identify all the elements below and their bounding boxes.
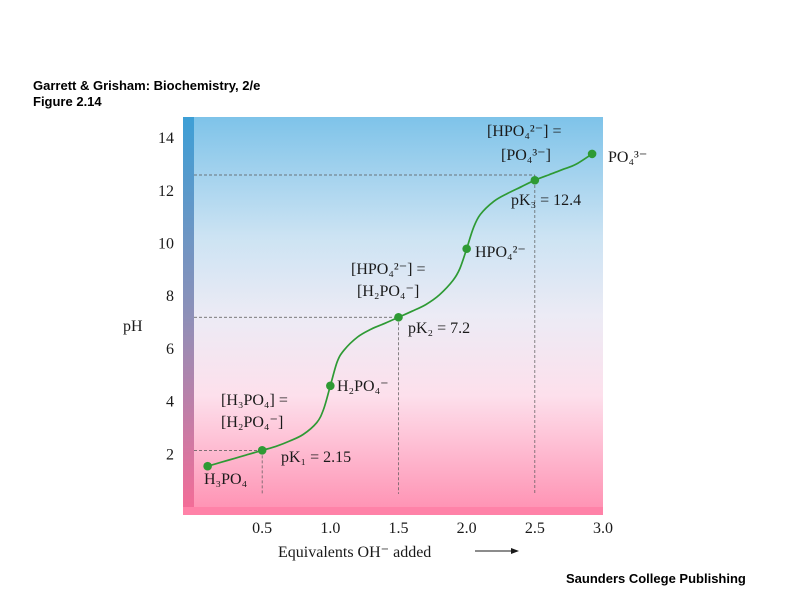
x-tick-label: 1.5 (389, 520, 409, 537)
data-point (394, 312, 403, 322)
label-eq2-line2: [H₂PO₄⁻] (357, 283, 419, 300)
guide-lines (194, 174, 536, 494)
credit-line-1: Garrett & Grisham: Biochemistry, 2/e (33, 78, 261, 93)
label-h3po4: H₃PO₄ (204, 471, 248, 488)
label-eq1-line1: [H₃PO₄] = (221, 392, 288, 409)
x-tick-label: 3.0 (593, 520, 613, 537)
y-axis-strip (183, 117, 194, 515)
y-axis-label: pH (123, 318, 143, 335)
x-axis-label: Equivalents OH⁻ added (278, 544, 431, 561)
label-po4: PO₄³⁻ (608, 149, 647, 166)
data-point (462, 244, 471, 254)
y-tick-labels: 2 4 6 8 10 12 14 (158, 130, 174, 463)
x-tick-label: 0.5 (252, 520, 272, 537)
label-h2po4: H₂PO₄⁻ (337, 378, 389, 395)
label-pk3: pK₃ = 12.4 (511, 192, 581, 209)
y-tick-label: 12 (158, 183, 174, 200)
label-eq2-line1: [HPO₄²⁻] = (351, 261, 426, 278)
label-eq1-line2: [H₂PO₄⁻] (221, 414, 283, 431)
y-tick-label: 4 (166, 394, 174, 411)
data-points (203, 149, 597, 471)
y-tick-label: 10 (158, 235, 174, 252)
label-hpo4: HPO₄²⁻ (475, 244, 526, 261)
publisher-credit: Saunders College Publishing (566, 571, 746, 586)
x-axis-strip (183, 507, 603, 515)
data-point (530, 175, 540, 185)
y-tick-label: 2 (166, 446, 174, 463)
x-tick-label: 2.0 (457, 520, 477, 537)
data-point (326, 381, 335, 391)
y-tick-label: 8 (166, 288, 174, 305)
label-pk2: pK₂ = 7.2 (408, 320, 470, 337)
label-pk1: pK₁ = 2.15 (281, 449, 351, 466)
label-eq3-line2: [PO₄³⁻] (501, 147, 551, 164)
x-tick-label: 1.0 (320, 520, 340, 537)
data-point (587, 149, 597, 159)
label-eq3-line1: [HPO₄²⁻] = (487, 123, 562, 140)
x-tick-labels: 0.5 1.0 1.5 2.0 2.5 3.0 (252, 520, 613, 537)
y-tick-label: 6 (166, 341, 174, 358)
credit-line-2: Figure 2.14 (33, 94, 102, 109)
y-tick-label: 14 (158, 130, 174, 147)
x-tick-label: 2.5 (525, 520, 545, 537)
data-point (257, 446, 267, 455)
x-axis-arrowhead (511, 548, 519, 554)
data-point (203, 461, 212, 471)
